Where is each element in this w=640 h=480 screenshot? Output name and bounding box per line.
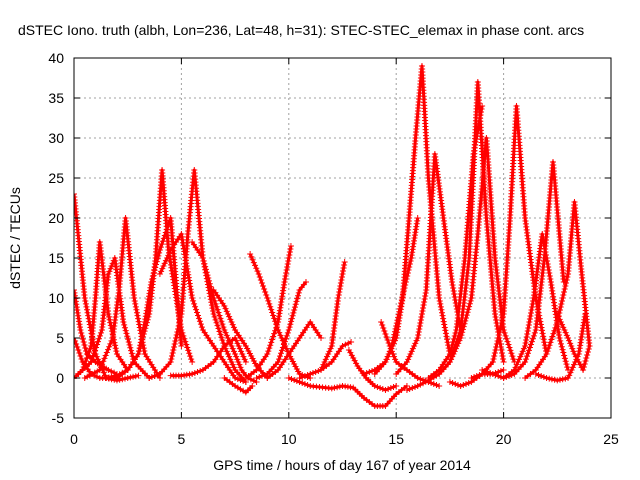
grid [74,58,611,418]
series-arc-19 [296,339,355,381]
series-arc-17 [253,279,309,381]
series-arc-22 [345,347,400,393]
data-point-markers [264,319,325,381]
plot-frame [73,57,612,419]
y-axis-title: dSTEC / TECUs [7,187,23,289]
data-point-markers [285,375,410,409]
data-point-markers [378,319,443,389]
series-arc-11 [156,231,249,385]
chart-title: dSTEC Iono. truth (albh, Lon=236, Lat=48… [18,22,584,38]
data-point-markers [242,243,294,381]
series-arc-14 [221,375,256,396]
data-point-markers [371,215,421,377]
series-arc-33 [500,231,572,381]
data-point-markers [253,279,309,381]
series-arc-35 [532,311,589,384]
series-line [363,64,452,376]
x-tick-label: 0 [70,431,78,447]
y-tick-label: 10 [48,290,64,306]
data-point-markers [221,375,256,396]
data-point-markers [393,151,464,377]
series-arc-34 [522,199,593,381]
data-point-markers [522,199,593,381]
series-arc-24 [371,215,421,377]
y-tick-label: 30 [48,130,64,146]
data-point-markers [500,231,572,381]
series-arc-23 [360,63,453,377]
series-arc-36 [554,311,593,373]
x-tick-label: 25 [603,431,619,447]
y-tick-label: 5 [56,330,64,346]
series-arc-29 [436,135,518,377]
data-point-markers [210,287,271,381]
y-tick-label: 35 [48,90,64,106]
data-point-markers [189,239,260,385]
data-point-markers [146,167,249,385]
series-arc-26 [393,151,464,377]
data-point-markers [75,255,153,381]
series-arc-20 [285,375,410,409]
data-point-markers [360,63,453,377]
series-arc-5 [75,255,153,381]
x-tick-label: 5 [178,431,186,447]
data-point-markers [247,251,314,381]
series-line [288,376,408,408]
series-arc-21 [318,259,348,373]
series-line [427,105,484,380]
data-point-markers [296,339,355,381]
series-arc-28 [425,103,486,381]
series-arc-8 [113,215,185,381]
x-tick-label: 10 [281,431,297,447]
y-tick-label: 40 [48,50,64,66]
y-tick-label: 25 [48,170,64,186]
data-point-markers [436,135,518,377]
y-tick-label: 0 [56,370,64,386]
data-point-markers [554,311,593,373]
ticks: 0 5 10 15 20 25 -5 0 5 10 15 20 25 30 35 40 [48,50,619,447]
series-arc-15 [247,251,314,381]
data-point-markers [156,231,249,385]
data-point-markers [425,103,486,381]
y-tick-label: 15 [48,250,64,266]
data-point-markers [318,259,348,373]
series-arc-9 [146,167,249,385]
y-tick-label: -5 [52,410,65,426]
series-arc-16 [242,243,294,381]
x-tick-label: 15 [388,431,404,447]
series-arc-18 [264,319,325,381]
data-point-markers [74,239,131,381]
data-series [74,63,593,409]
x-tick-label: 20 [496,431,512,447]
y-tick-label: 20 [48,210,64,226]
x-axis-title: GPS time / hours of day 167 of year 2014 [213,457,471,473]
